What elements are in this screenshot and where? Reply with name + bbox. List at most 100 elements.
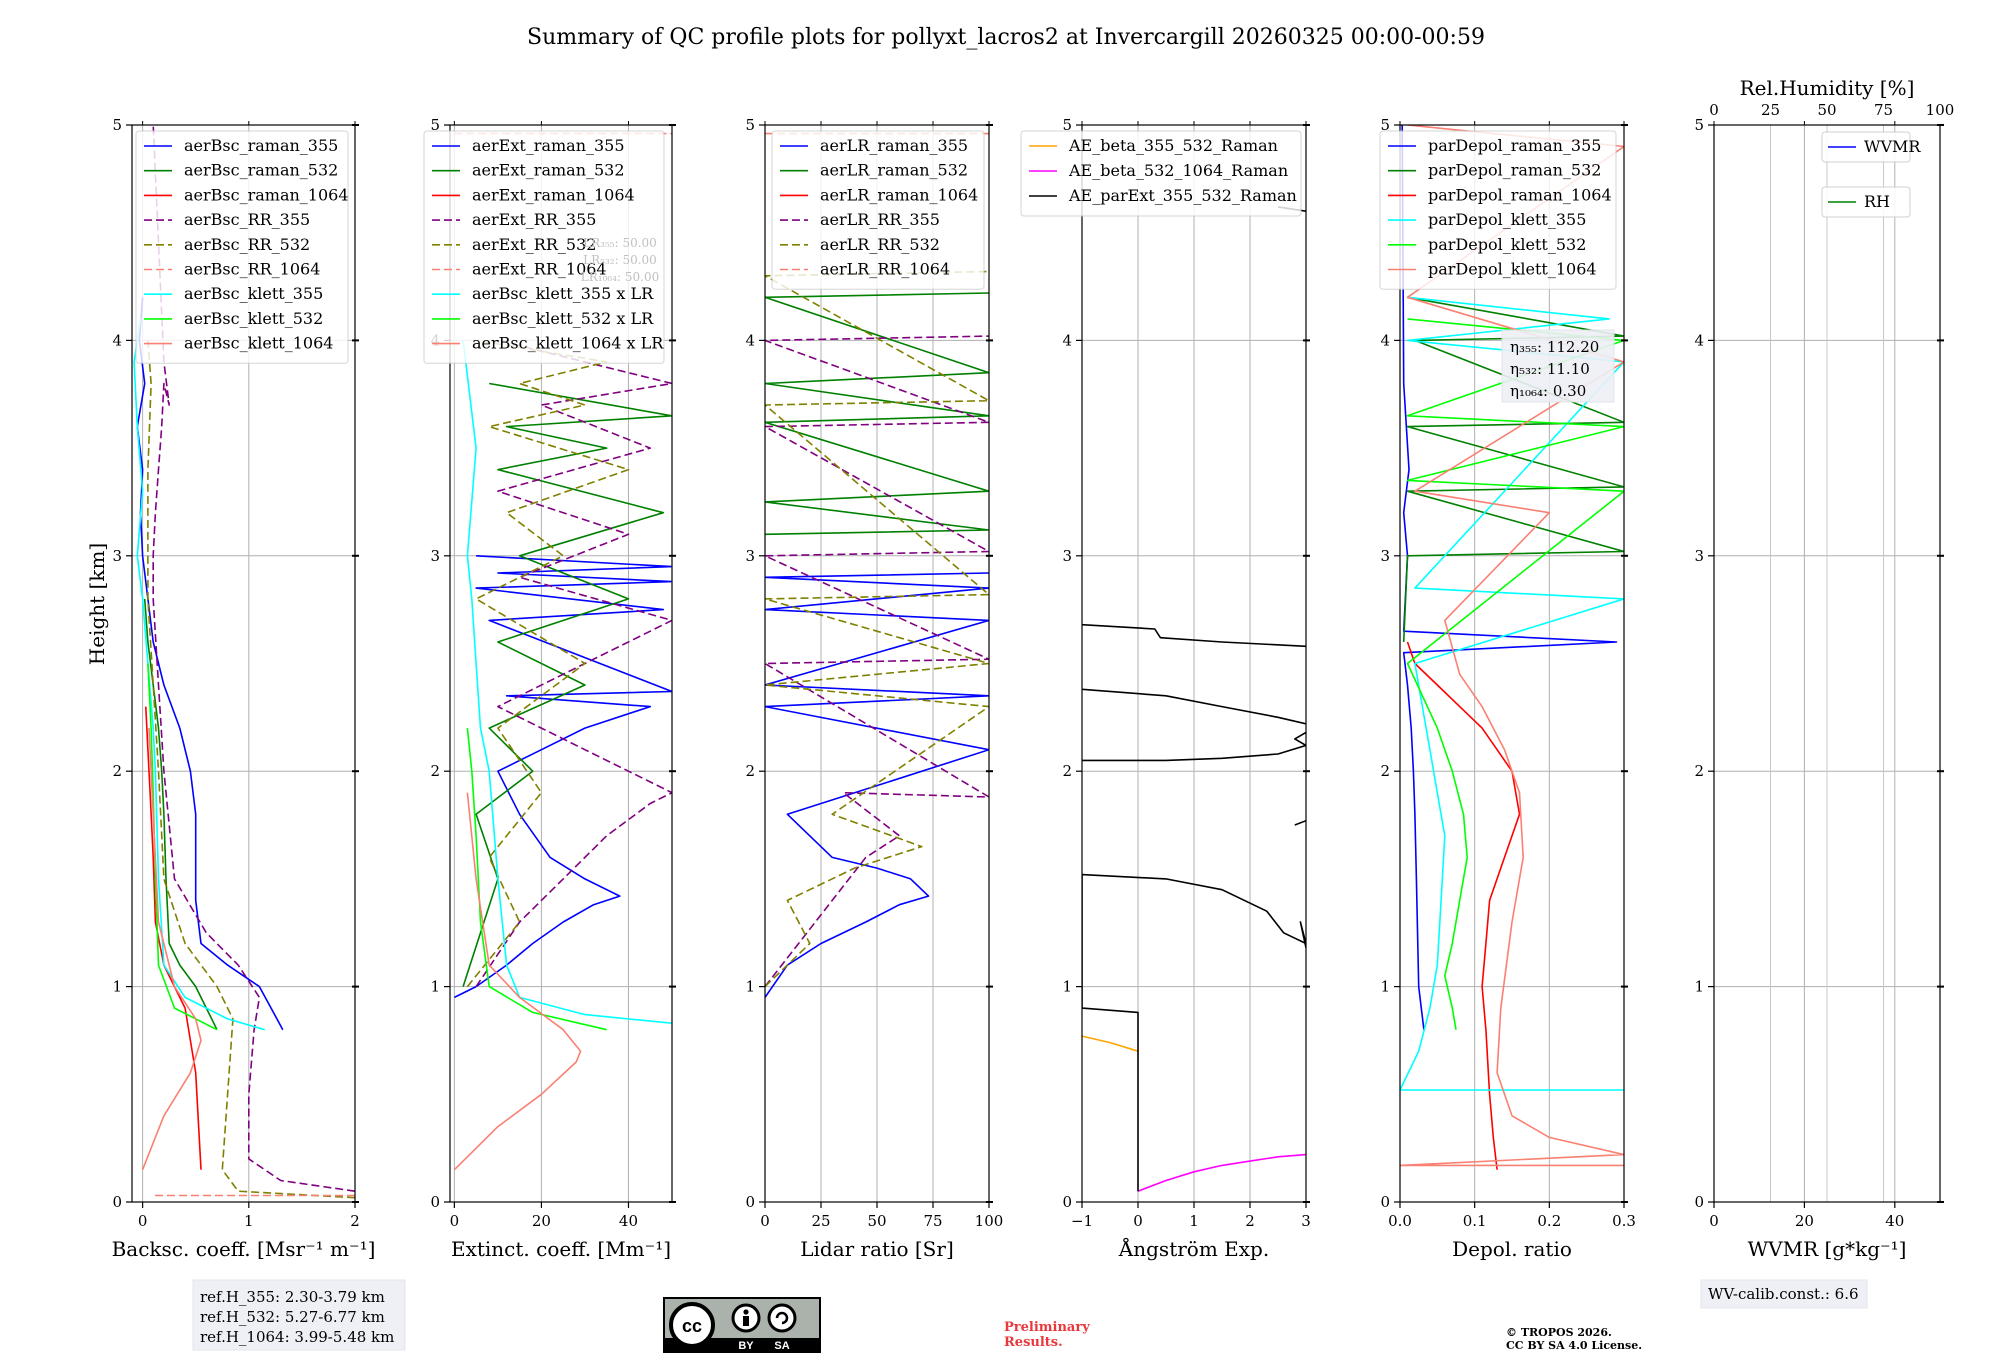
y-tick-label: 5 [430, 116, 440, 134]
legend-label: parDepol_klett_532 [1428, 235, 1586, 254]
series-line-aerExt_raman_532 [462, 382, 672, 987]
x-tick-label: 0.2 [1537, 1212, 1561, 1230]
legend-label: aerBsc_raman_1064 [184, 185, 349, 204]
series-group [453, 132, 672, 1171]
x2-axis-label: Rel.Humidity [%] [1740, 76, 1915, 100]
legend-label: RH [1864, 192, 1890, 211]
legend-label: AE_beta_355_532_Raman [1068, 136, 1278, 155]
y-tick-label: 3 [745, 547, 755, 565]
series-line-AE_parExt_355_532_Raman_5 [1294, 819, 1306, 826]
eta-value: η₁₀₆₄: 0.30 [1510, 382, 1586, 400]
y-tick-label: 0 [1062, 1193, 1072, 1211]
x-tick-label: 25 [811, 1212, 830, 1230]
series-line-parDepol_klett_532 [1406, 318, 1624, 1030]
legend-label: aerBsc_raman_355 [184, 136, 338, 155]
x-tick-label: 0.0 [1388, 1212, 1412, 1230]
preliminary-line2: Results. [1004, 1335, 1063, 1350]
y-tick-label: 3 [112, 547, 122, 565]
legend-frame [423, 130, 665, 364]
x2-tick-label: 75 [1874, 101, 1893, 119]
y-tick-label: 2 [430, 762, 440, 780]
y-tick-label: 0 [430, 1193, 440, 1211]
x-tick-label: 100 [975, 1212, 1004, 1230]
y-tick-label: 3 [1694, 547, 1704, 565]
x-tick-label: 0 [450, 1212, 460, 1230]
x-tick-label: 1 [1189, 1212, 1199, 1230]
x-tick-label: 40 [619, 1212, 638, 1230]
y-tick-label: 2 [1694, 762, 1704, 780]
y-tick-label: 1 [745, 978, 755, 996]
series-line-AE_beta_532_1064_Raman [1137, 1153, 1306, 1192]
series-line-AE_parExt_355_532_Raman_3 [1082, 688, 1306, 725]
x-tick-label: 2 [350, 1212, 360, 1230]
panel-depol: 0.0 0.1 0.2 0.3 0 1 2 3 4 5 Depol. ratio parDepol_r… [1379, 116, 1636, 1261]
ref-height-355: ref.H_355: 2.30-3.79 km [200, 1288, 385, 1306]
x-tick-label: 1 [244, 1212, 254, 1230]
copyright-line2: CC BY SA 4.0 License. [1506, 1339, 1642, 1352]
series-line-aerBsc_klett_1064 [141, 728, 202, 1170]
y-tick-label: 5 [1380, 116, 1390, 134]
legend-label: aerBsc_RR_532 [184, 235, 310, 254]
legend-label: aerExt_RR_355 [472, 210, 596, 229]
legend-label: aerBsc_klett_1064 x LR [472, 334, 664, 353]
x-axis-label-ae: Ångström Exp. [1118, 1236, 1269, 1261]
legend-label: WVMR [1864, 137, 1921, 156]
x2-tick-label: 100 [1926, 101, 1955, 119]
series-line-aerLR_raman_532 [765, 292, 989, 536]
series-line-parDepol_raman_1064 [1406, 641, 1521, 1170]
eta-value: η₃₅₅: 112.20 [1510, 338, 1599, 356]
ref-height-532: ref.H_532: 5.27-6.77 km [200, 1308, 385, 1326]
y-tick-label: 3 [1062, 547, 1072, 565]
legend-label: aerLR_raman_355 [820, 136, 968, 155]
series-line-AE_parExt_355_532_Raman [1082, 873, 1306, 1192]
y-axis-label: Height [km] [85, 543, 109, 665]
series-line-aerLR_RR_532 [765, 270, 989, 988]
wv-calib-box: WV-calib.const.: 6.6 [1700, 1279, 1868, 1309]
y-tick-label: 0 [1694, 1193, 1704, 1211]
series-line-AE_parExt_355_532_Raman_2 [1082, 731, 1306, 762]
wv-calib-text: WV-calib.const.: 6.6 [1708, 1285, 1859, 1303]
axes-frame [1713, 124, 1941, 1203]
axes-frame [1399, 124, 1625, 1203]
legend-bsc: aerBsc_raman_355 aerBsc_raman_532 aerBsc_r… [135, 130, 349, 364]
legend-label: aerBsc_RR_1064 [184, 260, 320, 279]
x-axis-label-bsc: Backsc. coeff. [Msr⁻¹ m⁻¹] [112, 1237, 376, 1261]
legend-label: aerExt_RR_1064 [472, 260, 607, 279]
legend-ext: aerExt_raman_355 aerExt_raman_532 aerExt_r… [423, 130, 665, 364]
y-tick-label: 1 [430, 978, 440, 996]
x-tick-label: 0 [1133, 1212, 1143, 1230]
panel-bsc: 0 1 2 0 1 2 3 4 5 Backsc. coeff. [Msr⁻¹ m⁻¹] aerBs… [112, 116, 376, 1261]
x-tick-label: 0.3 [1612, 1212, 1636, 1230]
y-tick-label: 5 [745, 116, 755, 134]
legend-label: aerExt_RR_532 [472, 235, 596, 254]
y-tick-label: 0 [745, 1193, 755, 1211]
x-tick-label: 50 [867, 1212, 886, 1230]
series-line-parDepol_klett_355 [1400, 296, 1624, 1091]
legend-frame [1821, 186, 1911, 218]
x-tick-label: 40 [1885, 1212, 1904, 1230]
x-tick-label: 0.1 [1463, 1212, 1487, 1230]
license-by-label: BY [738, 1340, 754, 1352]
y-tick-label: 4 [112, 331, 122, 349]
x2-tick-label: 25 [1761, 101, 1780, 119]
series-line-aerBsc_klett_532 [147, 663, 218, 1031]
legend-label: aerBsc_klett_355 [184, 284, 323, 303]
legend-label: aerExt_raman_532 [472, 161, 625, 180]
series-line-aerBsc_raman_532 [143, 598, 218, 1031]
series-line-parDepol_raman_355 [1401, 125, 1618, 1030]
x-axis-label-depol: Depol. ratio [1452, 1237, 1572, 1261]
cc-icon [669, 1302, 715, 1348]
y-tick-label: 2 [745, 762, 755, 780]
legend-label: aerBsc_klett_1064 [184, 334, 333, 353]
y-tick-label: 3 [1380, 547, 1390, 565]
series-line-aerBsc_RR_532 [147, 340, 355, 1199]
legend-frame [771, 130, 985, 290]
legend-label: aerLR_raman_532 [820, 161, 968, 180]
sa-icon [767, 1303, 797, 1333]
series-line-aerBsc_klett_1064 x LR [453, 792, 582, 1171]
y-tick-label: 2 [112, 762, 122, 780]
legend-frame [1020, 130, 1302, 217]
axes-frame [449, 124, 673, 1203]
series-group [133, 125, 355, 1199]
